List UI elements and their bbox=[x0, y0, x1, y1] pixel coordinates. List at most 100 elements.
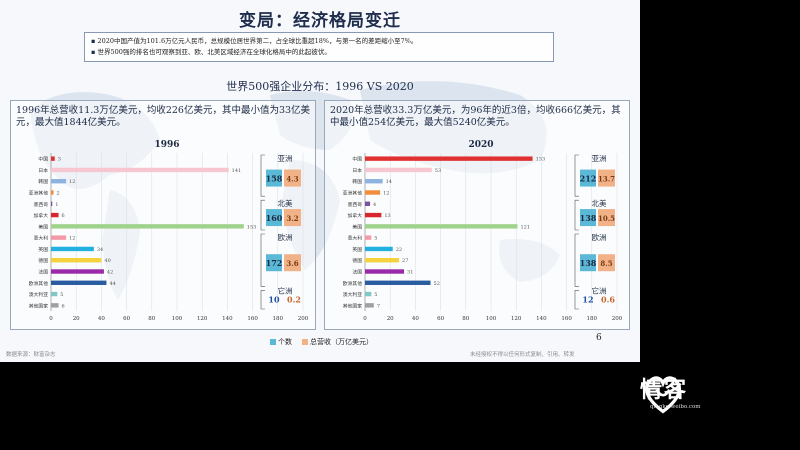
category-label: 其他国家 bbox=[29, 302, 48, 309]
bar bbox=[51, 212, 59, 218]
chart-title: 2020 bbox=[468, 140, 493, 150]
region-bracket bbox=[260, 233, 265, 287]
bullet-item: 世界500强的排名也可观察到亚、欧、北美区域经济在全球化格局中的此起彼伏。 bbox=[91, 47, 547, 58]
category-label: 欧洲其他 bbox=[343, 280, 362, 287]
data-label: 6 bbox=[62, 303, 65, 309]
category-label: 法国 bbox=[352, 269, 362, 276]
region-count: 138 bbox=[580, 213, 597, 223]
bullet-box: 2020中国产值为101.6万亿元人民币，总规模位居世界第二，占全球比重超18%… bbox=[84, 32, 554, 62]
category-label: 日本 bbox=[38, 167, 48, 174]
data-label: 141 bbox=[232, 168, 242, 174]
data-label: 121 bbox=[520, 224, 530, 230]
bar bbox=[51, 167, 229, 173]
region-revenue-box bbox=[598, 254, 615, 272]
x-tick-label: 120 bbox=[197, 316, 208, 322]
category-label: 日本 bbox=[352, 167, 362, 174]
data-label: 13 bbox=[384, 213, 390, 219]
legend-swatch bbox=[270, 339, 276, 345]
bar bbox=[365, 156, 533, 161]
data-label: 5 bbox=[374, 236, 377, 242]
region-bracket bbox=[260, 290, 265, 310]
region-revenue-box bbox=[284, 209, 301, 227]
bar bbox=[51, 156, 55, 161]
data-label: 42 bbox=[107, 270, 113, 276]
region-bracket bbox=[574, 199, 579, 231]
category-label: 澳大利亚 bbox=[343, 291, 362, 298]
region-name: 它洲 bbox=[278, 285, 293, 295]
legend-item-count: 个数 bbox=[270, 337, 292, 347]
legend-item-revenue: 总营收（万亿美元） bbox=[302, 337, 373, 347]
region-name: 亚洲 bbox=[592, 154, 607, 163]
bar bbox=[51, 235, 67, 240]
x-tick-label: 0 bbox=[363, 316, 367, 322]
region-revenue-box bbox=[284, 169, 301, 187]
bar bbox=[365, 280, 431, 285]
category-label: 澳大利亚 bbox=[29, 291, 48, 298]
region-revenue-box bbox=[598, 169, 615, 187]
chart-subtitle: 世界500强企业分布：1996 VS 2020 bbox=[226, 80, 414, 93]
x-tick-label: 200 bbox=[612, 316, 623, 322]
category-label: 墨西哥 bbox=[348, 202, 363, 208]
x-tick-label: 20 bbox=[387, 316, 394, 322]
data-label: 52 bbox=[434, 281, 440, 287]
bar bbox=[365, 190, 381, 195]
region-count: 10 bbox=[268, 294, 280, 304]
x-tick-label: 0 bbox=[49, 316, 53, 322]
bar bbox=[365, 235, 372, 240]
bar bbox=[365, 269, 405, 274]
x-tick-label: 180 bbox=[587, 316, 598, 322]
data-label: 4 bbox=[373, 202, 376, 208]
page-title: 变局：经济格局变迁 bbox=[239, 11, 401, 31]
bar bbox=[365, 258, 400, 263]
category-label: 意大利 bbox=[34, 235, 49, 242]
category-label: 德国 bbox=[38, 257, 48, 264]
data-label: 5 bbox=[60, 292, 63, 298]
data-label: 53 bbox=[435, 168, 441, 174]
x-tick-label: 40 bbox=[412, 316, 419, 322]
legend-label: 个数 bbox=[278, 338, 292, 346]
legend-swatch bbox=[302, 339, 308, 345]
data-label: 34 bbox=[97, 247, 103, 253]
data-label: 44 bbox=[109, 281, 115, 287]
region-revenue: 3.6 bbox=[286, 259, 298, 268]
disclaimer-note: 未经授权不得以任何形式复制、引用、转发 bbox=[470, 352, 575, 358]
region-count: 12 bbox=[582, 294, 593, 304]
bar bbox=[365, 246, 393, 252]
region-count-box bbox=[580, 209, 596, 227]
category-label: 美国 bbox=[38, 223, 48, 230]
chart-title: 1996 bbox=[154, 140, 179, 150]
x-tick-label: 40 bbox=[98, 316, 105, 322]
category-label: 欧洲其他 bbox=[29, 280, 48, 287]
data-label: 12 bbox=[383, 191, 389, 197]
data-label: 5 bbox=[374, 292, 377, 298]
x-tick-label: 180 bbox=[273, 316, 284, 322]
brand-url: qingke.weibo.com bbox=[650, 404, 701, 410]
bar bbox=[51, 190, 54, 195]
region-bracket bbox=[574, 154, 579, 197]
region-count-box bbox=[266, 169, 282, 187]
region-count: 158 bbox=[266, 174, 283, 184]
data-label: 12 bbox=[69, 179, 75, 185]
x-tick-label: 140 bbox=[222, 316, 233, 322]
data-label: 40 bbox=[104, 258, 110, 264]
x-tick-label: 160 bbox=[247, 316, 258, 322]
data-label: 27 bbox=[402, 258, 408, 264]
bar bbox=[51, 201, 53, 206]
region-bracket bbox=[574, 233, 579, 287]
bar bbox=[365, 201, 371, 206]
region-revenue-box bbox=[598, 209, 615, 227]
region-revenue: 13.7 bbox=[598, 175, 615, 184]
data-label: 133 bbox=[536, 157, 546, 163]
bar bbox=[51, 291, 58, 297]
region-bracket bbox=[574, 290, 579, 310]
bar bbox=[365, 179, 383, 184]
x-tick-label: 60 bbox=[123, 316, 130, 322]
x-tick-label: 100 bbox=[172, 316, 183, 322]
x-tick-label: 160 bbox=[561, 316, 572, 322]
data-label: 12 bbox=[69, 236, 75, 242]
bar bbox=[51, 258, 102, 263]
brand-name: 情客 bbox=[640, 377, 689, 403]
category-label: 亚洲其他 bbox=[29, 190, 48, 197]
